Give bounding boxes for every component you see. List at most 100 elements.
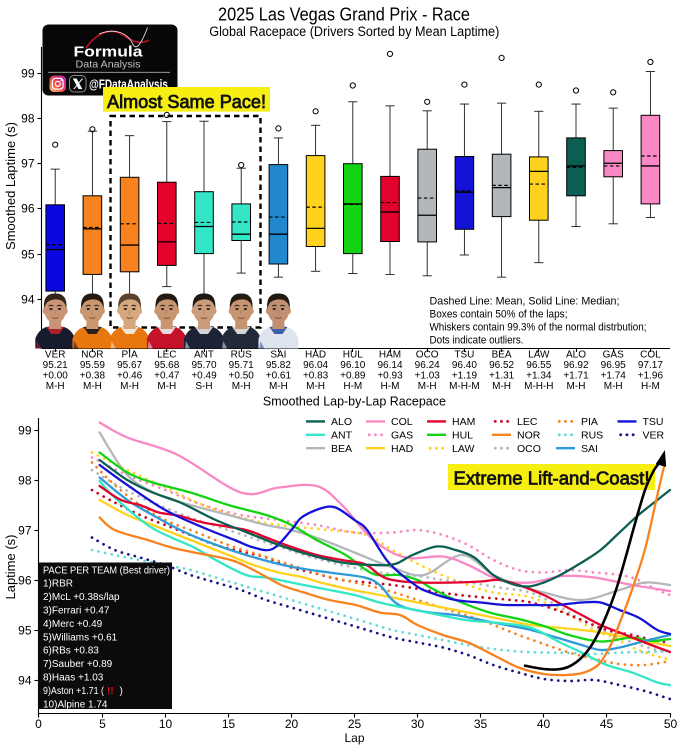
svg-text:6)RBs +0.83: 6)RBs +0.83	[43, 646, 99, 657]
svg-text:S-H: S-H	[195, 381, 212, 392]
svg-text:RUS: RUS	[581, 430, 603, 442]
svg-text:95.21: 95.21	[43, 360, 68, 371]
svg-text:+0.00: +0.00	[43, 371, 69, 382]
svg-text:+0.89: +0.89	[340, 371, 366, 382]
svg-text:LEC: LEC	[517, 416, 538, 428]
svg-text:Whiskers contain 99.3% of the: Whiskers contain 99.3% of the normal dis…	[430, 322, 647, 334]
svg-text:COL: COL	[640, 350, 661, 361]
svg-text:0: 0	[35, 717, 42, 731]
svg-text:96.10: 96.10	[340, 360, 365, 371]
svg-text:SAI: SAI	[581, 443, 598, 455]
svg-text:94: 94	[18, 674, 32, 688]
svg-text:COL: COL	[391, 416, 413, 428]
svg-text:+1.19: +1.19	[452, 371, 478, 382]
svg-text:40: 40	[537, 717, 551, 731]
svg-text:ALO: ALO	[566, 350, 586, 361]
svg-text:96.55: 96.55	[526, 360, 551, 371]
svg-text:Laptime (s): Laptime (s)	[3, 534, 18, 599]
svg-text:HAM: HAM	[379, 350, 401, 361]
svg-text:GAS: GAS	[603, 350, 624, 361]
svg-text:Lap: Lap	[344, 731, 364, 745]
svg-text:15: 15	[222, 717, 236, 731]
svg-text:PACE PER TEAM (Best driver): PACE PER TEAM (Best driver)	[43, 565, 170, 576]
svg-text:10: 10	[159, 717, 173, 731]
svg-text:Global Racepace (Drivers Sorte: Global Racepace (Drivers Sorted by Mean …	[209, 24, 499, 39]
svg-text:VER: VER	[45, 350, 66, 361]
svg-text:BEA: BEA	[331, 443, 352, 455]
svg-text:95.71: 95.71	[229, 360, 254, 371]
svg-text:Dashed Line: Mean, Solid Line:: Dashed Line: Mean, Solid Line: Median;	[430, 295, 620, 307]
svg-text:+0.49: +0.49	[191, 371, 217, 382]
svg-text:10)Alpine 1.74: 10)Alpine 1.74	[43, 699, 108, 710]
svg-text:+0.47: +0.47	[154, 371, 180, 382]
svg-text:M-H-M: M-H-M	[449, 381, 480, 392]
svg-text:M-H-H: M-H-H	[524, 381, 553, 392]
svg-text:96.14: 96.14	[377, 360, 402, 371]
svg-text:+1.31: +1.31	[489, 371, 515, 382]
svg-text:M-H: M-H	[492, 381, 511, 392]
svg-text:HAD: HAD	[305, 350, 326, 361]
svg-text:+1.03: +1.03	[415, 371, 441, 382]
svg-text:RUS: RUS	[231, 350, 252, 361]
svg-text:95.82: 95.82	[266, 360, 291, 371]
svg-text:96: 96	[18, 574, 32, 588]
svg-text:96.04: 96.04	[303, 360, 328, 371]
svg-text:M-H: M-H	[418, 381, 437, 392]
svg-text:25: 25	[348, 717, 362, 731]
svg-text:LAW: LAW	[452, 443, 474, 455]
svg-text:95.67: 95.67	[117, 360, 142, 371]
svg-text:+1.71: +1.71	[563, 371, 589, 382]
svg-text:96: 96	[21, 202, 35, 216]
svg-text:M-H: M-H	[120, 381, 139, 392]
svg-text:96.40: 96.40	[452, 360, 477, 371]
svg-text:+0.38: +0.38	[80, 371, 106, 382]
svg-text:35: 35	[474, 717, 488, 731]
svg-text:Boxes contain 50% of the laps;: Boxes contain 50% of the laps;	[430, 309, 568, 321]
svg-text:5)Williams +0.61: 5)Williams +0.61	[43, 632, 118, 643]
svg-text:7)Sauber +0.89: 7)Sauber +0.89	[43, 659, 113, 670]
svg-text:Dots indicate outliers.: Dots indicate outliers.	[430, 335, 524, 347]
svg-text:M-H: M-H	[157, 381, 176, 392]
svg-text:+1.96: +1.96	[638, 371, 664, 382]
svg-text:98: 98	[18, 474, 32, 488]
svg-text:2025 Las Vegas Grand Prix - Ra: 2025 Las Vegas Grand Prix - Race	[218, 5, 470, 25]
svg-text:96.52: 96.52	[489, 360, 514, 371]
svg-text:BEA: BEA	[492, 350, 512, 361]
svg-text:): )	[120, 686, 123, 697]
svg-text:+0.46: +0.46	[117, 371, 143, 382]
svg-text:VER: VER	[643, 430, 665, 442]
svg-text:Smoothed Laptime (s): Smoothed Laptime (s)	[3, 122, 18, 250]
svg-text:+0.61: +0.61	[266, 371, 292, 382]
svg-text:96.95: 96.95	[601, 360, 626, 371]
svg-text:30: 30	[411, 717, 425, 731]
svg-text:ANT: ANT	[331, 430, 353, 442]
svg-text:Formula: Formula	[74, 45, 144, 61]
svg-text:4)Merc +0.49: 4)Merc +0.49	[43, 619, 103, 630]
svg-text:M-H: M-H	[46, 381, 65, 392]
svg-text:LAW: LAW	[528, 350, 550, 361]
svg-text:97: 97	[18, 524, 32, 538]
svg-text:99: 99	[18, 424, 32, 438]
svg-text:ALO: ALO	[331, 416, 352, 428]
svg-text:95: 95	[21, 248, 35, 262]
svg-text:1)RBR: 1)RBR	[43, 579, 73, 590]
svg-text:TSU: TSU	[643, 416, 664, 428]
svg-text:+0.83: +0.83	[303, 371, 329, 382]
svg-text:ANT: ANT	[194, 350, 214, 361]
svg-text:M-H: M-H	[83, 381, 102, 392]
svg-text:97: 97	[21, 157, 35, 171]
svg-text:Smoothed Lap-by-Lap Racepace: Smoothed Lap-by-Lap Racepace	[263, 393, 446, 408]
svg-text:95.70: 95.70	[191, 360, 216, 371]
svg-text:OCO: OCO	[416, 350, 439, 361]
svg-text:97.17: 97.17	[638, 360, 663, 371]
svg-text:M-H: M-H	[269, 381, 288, 392]
svg-text:H-M: H-M	[381, 381, 400, 392]
svg-text:50: 50	[664, 717, 678, 731]
svg-text:PIA: PIA	[581, 416, 598, 428]
svg-text:9)Aston +1.71 (: 9)Aston +1.71 (	[43, 686, 105, 697]
svg-text:2)McL +0.38s/lap: 2)McL +0.38s/lap	[43, 592, 120, 603]
svg-text:Almost Same Pace!: Almost Same Pace!	[107, 91, 266, 112]
svg-text:HAM: HAM	[452, 416, 475, 428]
svg-text:M-H: M-H	[232, 381, 251, 392]
svg-text:+0.50: +0.50	[229, 371, 255, 382]
